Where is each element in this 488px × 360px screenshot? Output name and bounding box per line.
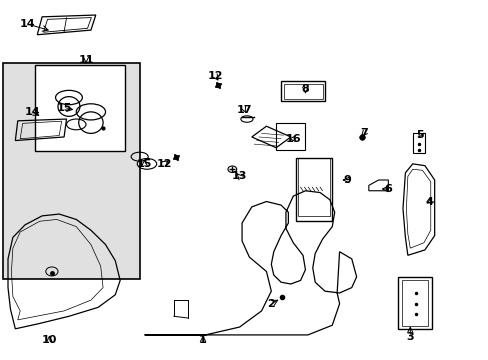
Text: 13: 13 bbox=[231, 171, 247, 181]
Bar bbox=[412, 134, 424, 153]
Bar bbox=[35, 65, 125, 151]
Text: 16: 16 bbox=[285, 134, 301, 144]
Text: 3: 3 bbox=[406, 332, 413, 342]
Text: 10: 10 bbox=[41, 335, 57, 345]
Text: 1: 1 bbox=[199, 335, 206, 345]
Text: 4: 4 bbox=[425, 197, 433, 207]
Text: 5: 5 bbox=[415, 130, 423, 140]
Text: 11: 11 bbox=[78, 55, 94, 65]
Text: 15: 15 bbox=[56, 103, 72, 113]
Text: 12: 12 bbox=[156, 159, 171, 169]
Bar bbox=[281, 81, 325, 101]
Text: 12: 12 bbox=[207, 71, 223, 81]
Bar bbox=[298, 158, 329, 216]
Text: 9: 9 bbox=[342, 175, 350, 185]
Text: 17: 17 bbox=[236, 105, 252, 115]
Bar bbox=[401, 280, 427, 326]
Bar bbox=[397, 277, 431, 329]
Text: 14: 14 bbox=[20, 19, 35, 29]
Bar bbox=[276, 123, 305, 149]
Text: 15: 15 bbox=[137, 159, 152, 169]
Text: 8: 8 bbox=[301, 84, 309, 94]
Bar bbox=[3, 63, 140, 279]
Bar bbox=[283, 84, 322, 99]
Text: 7: 7 bbox=[359, 129, 367, 138]
Bar bbox=[295, 158, 331, 221]
Text: 6: 6 bbox=[384, 184, 391, 194]
Text: 14: 14 bbox=[24, 107, 40, 117]
Text: 2: 2 bbox=[267, 299, 275, 309]
